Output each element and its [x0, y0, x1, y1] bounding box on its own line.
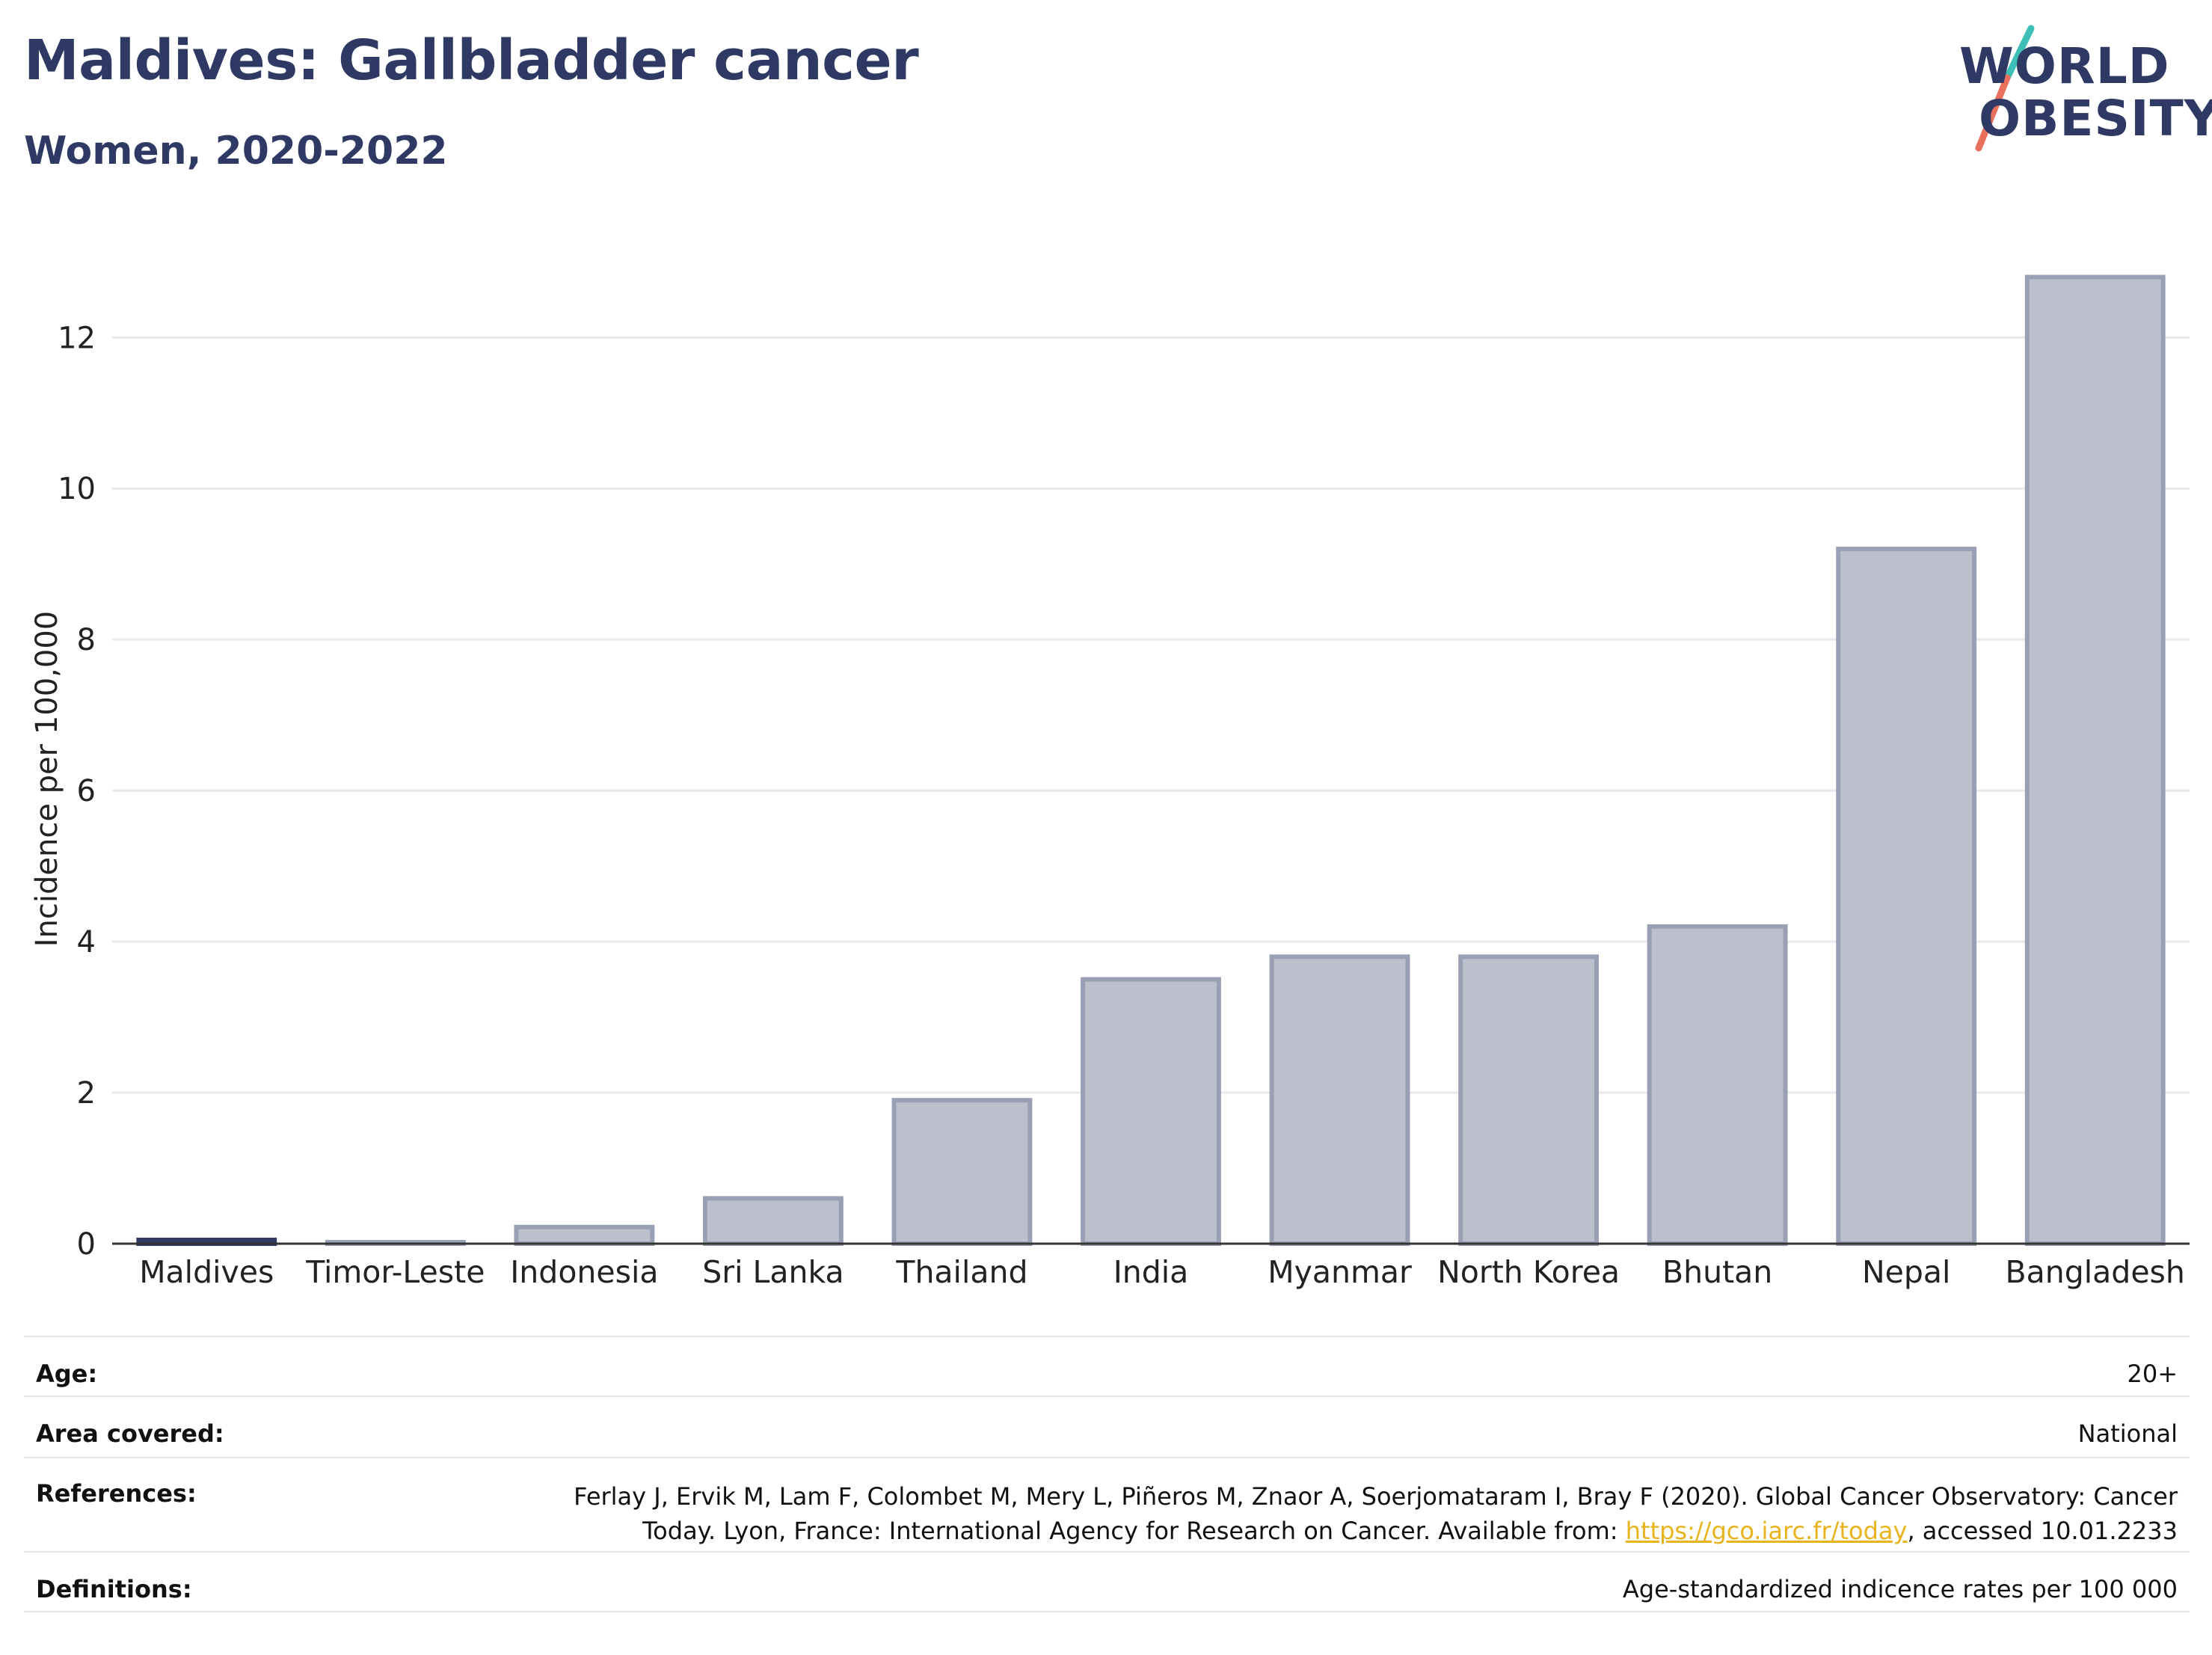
logo-line-world: WORLD [1959, 37, 2170, 95]
y-tick-label: 4 [77, 925, 96, 959]
meta-references-label: References: [36, 1479, 197, 1508]
x-tick-label: India [1113, 1254, 1189, 1290]
references-line1: Ferlay J, Ervik M, Lam F, Colombet M, Me… [574, 1482, 2178, 1511]
y-tick-label: 0 [77, 1227, 96, 1262]
references-line2-pre: Today. Lyon, France: International Agenc… [642, 1517, 1626, 1545]
meta-references-value: Ferlay J, Ervik M, Lam F, Colombet M, Me… [458, 1479, 2190, 1548]
x-tick-label: Bhutan [1662, 1254, 1772, 1290]
meta-definitions-value: Age-standardized indicence rates per 100… [1622, 1575, 2178, 1603]
references-link[interactable]: https://gco.iarc.fr/today [1625, 1517, 1908, 1545]
meta-row-area: Area covered: National [24, 1395, 2190, 1457]
bars [136, 274, 2166, 1247]
y-tick-label: 8 [77, 623, 96, 657]
x-axis-ticks: Maldives Timor-Leste Indonesia Sri Lanka Tha… [139, 1254, 2185, 1290]
meta-row-age: Age: 20+ [24, 1336, 2190, 1395]
bar-bhutan [1647, 924, 1788, 1246]
y-axis-label: Incidence per 100,000 [30, 611, 64, 948]
meta-age-label: Age: [36, 1360, 98, 1388]
x-tick-label: Sri Lanka [702, 1254, 844, 1290]
bar-india [1081, 977, 1221, 1247]
world-obesity-logo: WORLD OBESITY [1944, 21, 2212, 156]
bar-nepal [1836, 547, 1977, 1246]
bar-north-korea [1458, 954, 1600, 1246]
logo-line-obesity: OBESITY [1979, 90, 2212, 147]
bar-bangladesh [2024, 274, 2166, 1246]
x-tick-label: Indonesia [510, 1254, 658, 1290]
bar-myanmar [1269, 954, 1410, 1246]
x-tick-label: Thailand [895, 1254, 1027, 1290]
logo-slash-icon [1975, 25, 2035, 152]
meta-row-definitions: Definitions: Age-standardized indicence … [24, 1551, 2190, 1612]
y-tick-label: 10 [58, 472, 96, 506]
y-axis-ticks: 0 2 4 6 8 10 12 [58, 321, 96, 1262]
y-tick-label: 2 [77, 1076, 96, 1111]
bar-chart: 0 2 4 6 8 10 12 Maldives Timor-Leste Indonesia Sr… [30, 274, 2190, 1290]
meta-age-value: 20+ [2127, 1360, 2178, 1388]
x-tick-label: Timor-Leste [305, 1254, 485, 1290]
x-tick-label: Nepal [1862, 1254, 1950, 1290]
meta-area-label: Area covered: [36, 1419, 224, 1448]
x-tick-label: Bangladesh [2006, 1254, 2185, 1290]
bar-indonesia [514, 1224, 655, 1246]
bar-sri-lanka [702, 1196, 844, 1247]
y-tick-label: 6 [77, 774, 96, 808]
references-line2-post: , accessed 10.01.2233 [1907, 1517, 2178, 1545]
metadata-table: Age: 20+ Area covered: National Referenc… [24, 1336, 2190, 1612]
meta-definitions-label: Definitions: [36, 1575, 192, 1603]
bar-thailand [891, 1098, 1033, 1246]
x-tick-label: North Korea [1437, 1254, 1620, 1290]
chart-title: Maldives: Gallbladder cancer [24, 28, 919, 93]
y-tick-label: 12 [58, 321, 96, 355]
x-tick-label: Myanmar [1268, 1254, 1412, 1290]
x-tick-label: Maldives [139, 1254, 274, 1290]
meta-row-references: References: Ferlay J, Ervik M, Lam F, Co… [24, 1457, 2190, 1551]
chart-subtitle: Women, 2020-2022 [24, 129, 448, 174]
meta-area-value: National [2077, 1419, 2178, 1448]
